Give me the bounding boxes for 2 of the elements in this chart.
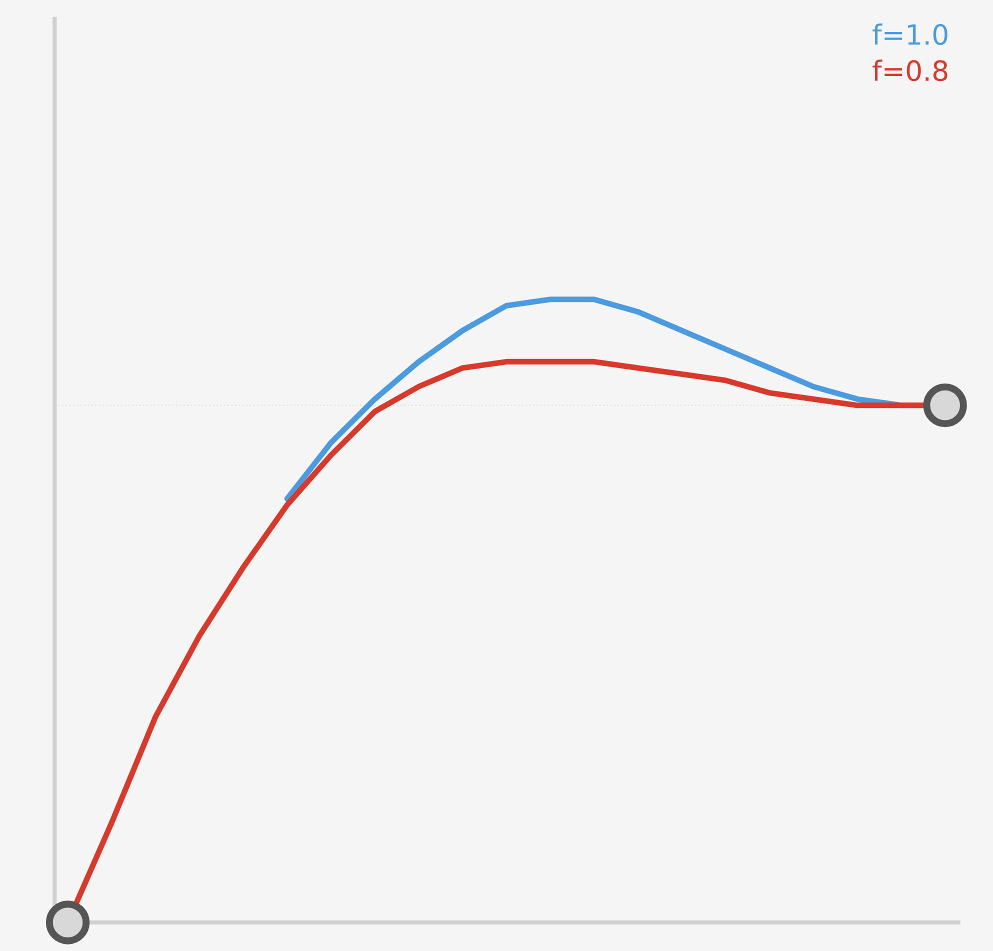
text: f=0.8 — [872, 60, 948, 82]
text: f=1.0 — [872, 24, 948, 46]
